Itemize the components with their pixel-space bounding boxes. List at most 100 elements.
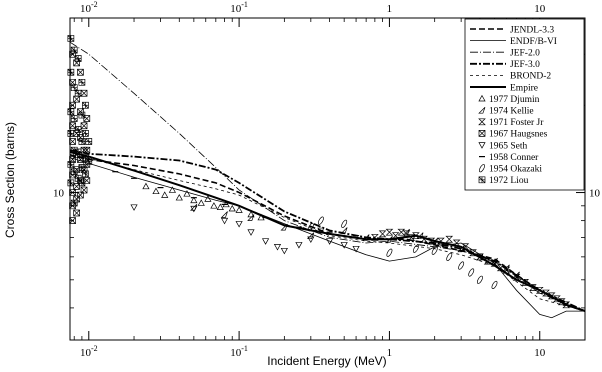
data-point-1972-liou [78, 111, 86, 119]
legend-marker-1965-seth [478, 142, 486, 149]
series-line-empire [69, 151, 586, 313]
data-point-1974-kellie [362, 234, 370, 241]
data-point-1972-liou [78, 179, 86, 187]
legend-label-endf-b-vi: ENDF/B-VI [510, 37, 557, 47]
data-point-1971-foster-jr [490, 259, 499, 267]
series-points-1971-foster-jr [371, 228, 571, 309]
legend-marker-1967-haugsnes [478, 130, 486, 137]
data-point-1972-liou [67, 68, 75, 76]
data-point-1971-foster-jr [553, 295, 561, 303]
data-point-1972-liou [85, 158, 93, 165]
x-tick-label-top: 10 [534, 3, 546, 15]
series-points-1972-liou [67, 35, 93, 207]
data-point-1974-kellie [220, 211, 228, 218]
data-point-1971-foster-jr [562, 301, 571, 309]
data-point-1972-liou [74, 55, 82, 62]
data-point-1971-foster-jr [412, 232, 420, 240]
data-point-1965-seth [352, 245, 360, 253]
data-point-1954-okazaki [341, 219, 348, 228]
legend-label-1967-haugsnes: 1967 Haugsnes [489, 130, 548, 140]
series-points-1954-okazaki [307, 216, 498, 290]
plot-area-border [69, 17, 586, 341]
legend-label-1965-seth: 1965 Seth [489, 141, 528, 151]
y-tick-label-left: 10 [53, 188, 65, 200]
data-point-1977-djumin [247, 210, 255, 218]
data-point-1967-haugsnes [69, 78, 76, 86]
series-points-1967-haugsnes [69, 50, 91, 224]
data-point-1971-foster-jr [378, 230, 387, 238]
x-tick-label-exponent: -2 [91, 344, 98, 353]
data-point-1967-haugsnes [80, 89, 88, 97]
data-point-1971-foster-jr [452, 239, 461, 247]
data-point-1977-djumin [190, 196, 198, 204]
data-point-1977-djumin [183, 190, 191, 197]
legend-label-1972-liou: 1972 Liou [489, 176, 529, 186]
data-point-1972-liou [78, 138, 86, 145]
x-axis-title: Incident Energy (MeV) [267, 354, 386, 368]
data-point-1967-haugsnes [73, 59, 80, 67]
x-tick-label-top: 10-2 [80, 0, 98, 15]
x-tick-label-base: 10 [230, 3, 242, 15]
legend-label-1974-kellie: 1974 Kellie [489, 107, 534, 117]
data-point-1972-liou [82, 170, 89, 178]
data-point-1972-liou [67, 161, 75, 168]
legend-box [464, 18, 585, 191]
data-point-1954-okazaki [412, 244, 419, 253]
legend-marker-1977-djumin [478, 94, 486, 102]
data-point-1971-foster-jr [402, 230, 411, 238]
x-tick-label-exponent: -2 [91, 0, 98, 9]
data-point-1971-foster-jr [512, 273, 521, 281]
data-point-1965-seth [247, 229, 255, 236]
data-point-1972-liou [74, 148, 82, 156]
data-point-1965-seth [317, 227, 325, 235]
data-point-1971-foster-jr [529, 284, 537, 291]
plot-frame [69, 17, 586, 341]
data-point-1972-liou [82, 130, 89, 137]
data-point-1967-haugsnes [73, 209, 80, 217]
data-point-1971-foster-jr [483, 257, 492, 265]
data-point-1967-haugsnes [73, 95, 80, 103]
data-point-1954-okazaki [476, 275, 483, 284]
data-point-1954-okazaki [317, 216, 324, 225]
legend-marker-1971-foster-jr [478, 118, 486, 126]
legend-label-1958-conner: 1958 Conner [489, 153, 539, 163]
data-point-1972-liou [67, 179, 75, 187]
data-point-1971-foster-jr [397, 228, 406, 236]
legend-label-1977-djumin: 1977 Djumin [489, 95, 540, 105]
data-point-1977-djumin [161, 191, 169, 198]
data-point-1977-djumin [210, 202, 218, 209]
data-point-1965-seth [273, 244, 282, 251]
data-point-1972-liou [70, 46, 78, 54]
data-point-1967-haugsnes [83, 146, 91, 154]
data-point-1965-seth [280, 247, 288, 255]
x-tick-label-bottom: 10 [534, 347, 546, 359]
data-point-1972-liou [78, 78, 86, 86]
data-point-1971-foster-jr [371, 234, 379, 241]
data-point-1974-kellie [385, 236, 393, 243]
legend-label-1954-okazaki: 1954 Okazaki [489, 165, 542, 175]
x-tick-label-bottom: 10-1 [230, 344, 248, 359]
series-points-1965-seth [130, 204, 360, 255]
data-point-1972-liou [67, 35, 75, 42]
data-point-1954-okazaki [431, 246, 438, 255]
data-point-1954-okazaki [491, 280, 498, 290]
x-tick-label-top: 1 [387, 3, 393, 15]
data-point-1971-foster-jr [502, 266, 511, 274]
data-point-1967-haugsnes [69, 217, 76, 224]
data-point-1977-djumin [228, 204, 236, 212]
data-point-1967-haugsnes [77, 68, 84, 76]
data-point-1972-liou [70, 146, 78, 154]
data-point-1972-liou [74, 89, 82, 97]
data-point-1977-djumin [142, 182, 150, 190]
data-point-1974-kellie [247, 214, 255, 221]
data-point-1967-haugsnes [77, 108, 84, 116]
x-tick-label-bottom: 10-2 [80, 344, 98, 359]
data-point-1971-foster-jr [427, 237, 436, 245]
data-point-1965-seth [130, 204, 138, 211]
y-tick-label-right: 10 [589, 188, 601, 200]
data-point-1977-djumin [152, 187, 160, 195]
x-tick-label-top: 10-1 [230, 0, 248, 15]
data-point-1974-kellie [280, 223, 288, 231]
